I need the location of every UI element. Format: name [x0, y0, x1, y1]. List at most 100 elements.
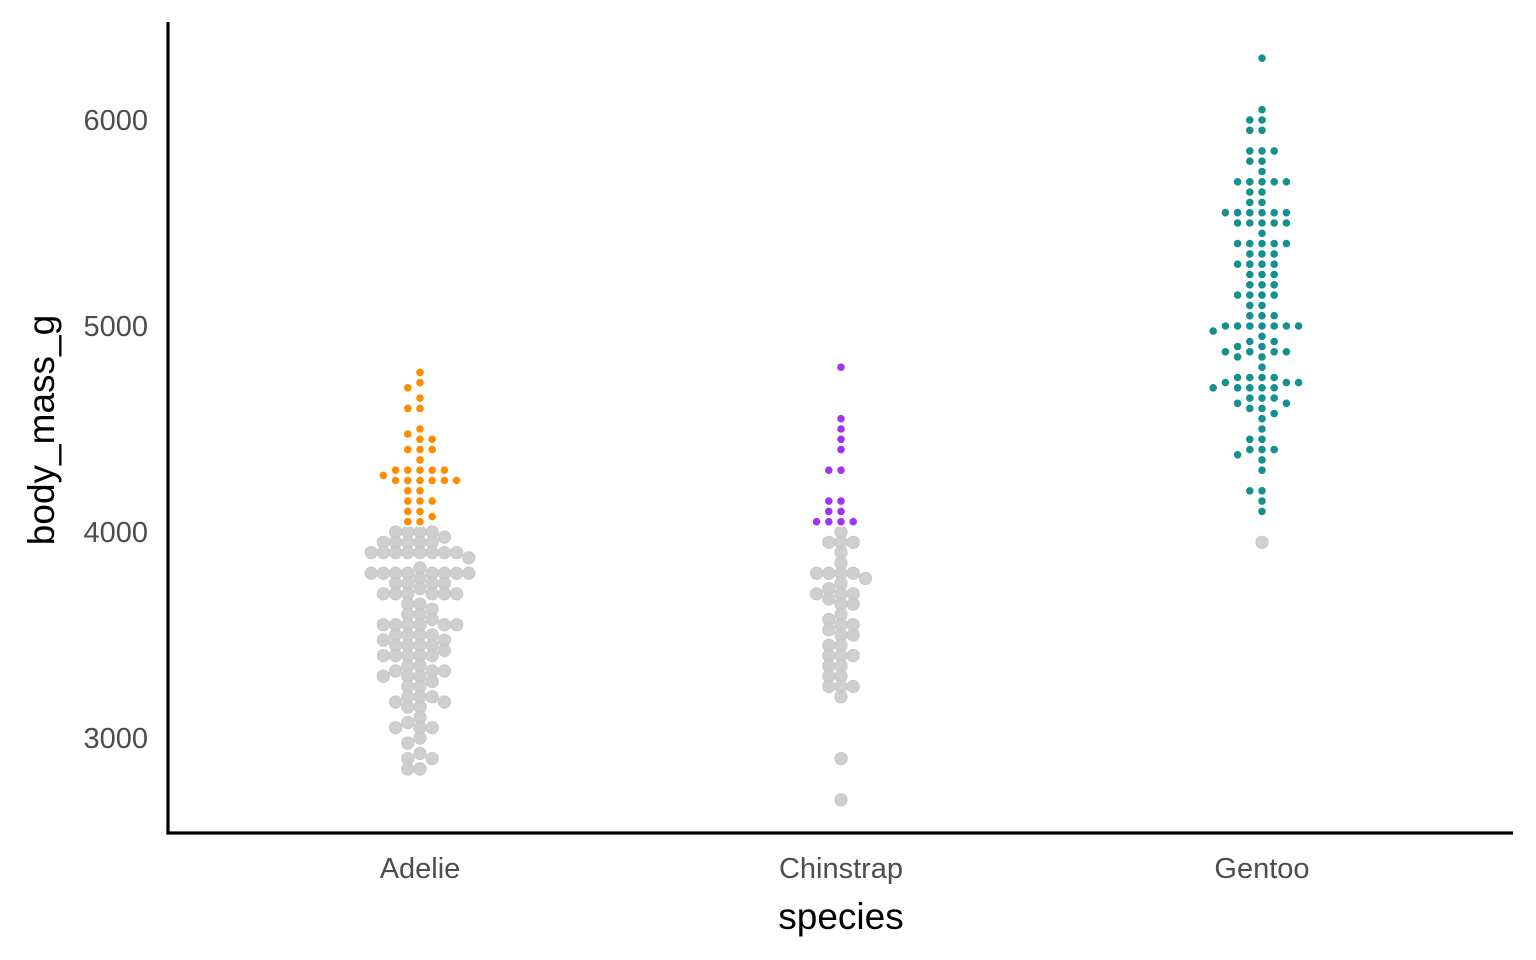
- gray-point-chinstrap: [834, 751, 848, 766]
- highlight-point-adelie: [414, 485, 426, 497]
- highlight-point-gentoo: [1244, 402, 1256, 414]
- y-tick-label: 5000: [83, 311, 148, 343]
- highlight-point-gentoo: [1256, 382, 1268, 394]
- gray-point-adelie: [437, 587, 451, 601]
- highlight-point-gentoo: [1256, 155, 1268, 167]
- highlight-point-gentoo: [1268, 238, 1280, 249]
- gray-point-chinstrap: [846, 597, 860, 611]
- highlight-point-adelie: [414, 423, 426, 435]
- gray-point-adelie: [449, 566, 464, 580]
- highlight-point-gentoo: [1256, 433, 1268, 445]
- highlight-point-adelie: [414, 377, 426, 388]
- highlight-point-gentoo: [1281, 176, 1292, 188]
- gray-point-adelie: [425, 674, 439, 689]
- gray-point-chinstrap: [834, 690, 848, 704]
- highlight-point-chinstrap: [847, 516, 859, 528]
- highlight-point-adelie: [402, 444, 414, 455]
- gray-point-chinstrap: [834, 793, 848, 807]
- highlight-point-adelie: [438, 464, 450, 476]
- gray-point-adelie: [388, 664, 403, 678]
- highlight-point-gentoo: [1268, 217, 1280, 229]
- highlight-point-gentoo: [1268, 320, 1280, 332]
- gray-point-adelie: [437, 530, 451, 544]
- highlight-point-adelie: [414, 454, 426, 466]
- gray-point-adelie: [413, 762, 427, 776]
- gray-point-adelie: [401, 545, 415, 560]
- highlight-point-gentoo: [1268, 310, 1280, 322]
- highlight-point-chinstrap: [835, 361, 847, 373]
- highlight-point-gentoo: [1256, 289, 1268, 301]
- gray-point-chinstrap: [858, 571, 873, 586]
- highlight-point-gentoo: [1256, 186, 1268, 198]
- highlight-point-gentoo: [1281, 320, 1292, 332]
- highlight-point-gentoo: [1244, 155, 1256, 167]
- highlight-point-gentoo: [1256, 361, 1268, 373]
- highlight-point-adelie: [438, 475, 450, 486]
- highlight-point-gentoo: [1268, 289, 1280, 301]
- highlight-point-adelie: [414, 464, 426, 476]
- gray-point-adelie: [364, 566, 378, 580]
- highlight-point-gentoo: [1293, 377, 1304, 388]
- highlight-point-gentoo: [1268, 258, 1280, 270]
- highlight-point-adelie: [414, 475, 426, 486]
- gray-point-adelie: [376, 669, 390, 683]
- highlight-point-gentoo: [1244, 299, 1256, 311]
- highlight-point-gentoo: [1244, 207, 1256, 219]
- highlight-point-adelie: [426, 444, 438, 455]
- highlight-point-gentoo: [1244, 114, 1256, 126]
- gray-point-adelie: [376, 587, 390, 601]
- gray-point-adelie: [462, 551, 476, 565]
- highlight-point-gentoo: [1232, 341, 1243, 352]
- highlight-point-chinstrap: [823, 464, 835, 476]
- highlight-point-gentoo: [1268, 346, 1280, 358]
- gray-point-adelie: [425, 587, 439, 601]
- highlight-point-gentoo: [1256, 320, 1268, 332]
- highlight-point-adelie: [377, 469, 389, 481]
- highlight-point-gentoo: [1232, 238, 1243, 249]
- highlight-point-gentoo: [1232, 449, 1243, 461]
- highlight-point-gentoo: [1268, 336, 1280, 347]
- highlight-point-chinstrap: [835, 423, 847, 435]
- highlight-point-gentoo: [1244, 279, 1256, 291]
- gray-point-chinstrap: [822, 623, 836, 637]
- highlight-point-gentoo: [1268, 248, 1280, 260]
- highlight-point-gentoo: [1256, 310, 1268, 322]
- gray-point-chinstrap: [809, 587, 824, 601]
- highlight-point-gentoo: [1256, 176, 1268, 188]
- gray-point-adelie: [364, 545, 378, 560]
- gray-point-adelie: [437, 545, 451, 560]
- gray-point-chinstrap: [822, 679, 836, 694]
- highlight-point-gentoo: [1232, 382, 1243, 394]
- highlight-point-gentoo: [1256, 124, 1268, 136]
- gray-point-adelie: [401, 762, 415, 776]
- highlight-point-gentoo: [1268, 279, 1280, 291]
- highlight-point-gentoo: [1256, 269, 1268, 280]
- highlight-point-adelie: [414, 495, 426, 507]
- points-layer: [364, 52, 1304, 807]
- highlight-point-chinstrap: [823, 495, 835, 507]
- highlight-point-gentoo: [1232, 217, 1243, 229]
- highlight-point-gentoo: [1244, 124, 1256, 136]
- gray-point-adelie: [388, 648, 403, 663]
- y-tick-label: 4000: [83, 517, 148, 549]
- highlight-point-gentoo: [1268, 444, 1280, 455]
- highlight-point-gentoo: [1268, 176, 1280, 188]
- highlight-point-adelie: [414, 444, 426, 455]
- highlight-point-gentoo: [1256, 402, 1268, 414]
- highlight-point-gentoo: [1220, 320, 1231, 332]
- y-axis-title: body_mass_g: [21, 315, 62, 545]
- highlight-point-gentoo: [1256, 217, 1268, 229]
- gray-point-adelie: [413, 746, 427, 761]
- gray-point-adelie: [376, 648, 390, 663]
- y-tick-labels: 3000 4000 5000 6000: [83, 105, 148, 755]
- gray-point-adelie: [401, 700, 415, 714]
- x-tick-label: Chinstrap: [779, 853, 903, 885]
- highlight-point-gentoo: [1281, 346, 1292, 358]
- highlight-point-gentoo: [1244, 238, 1256, 249]
- gray-point-chinstrap: [846, 535, 860, 549]
- gray-point-gentoo: [1255, 535, 1269, 549]
- highlight-point-gentoo: [1232, 351, 1243, 363]
- gray-point-adelie: [437, 695, 451, 709]
- highlight-point-adelie: [426, 433, 438, 445]
- highlight-point-gentoo: [1256, 485, 1268, 497]
